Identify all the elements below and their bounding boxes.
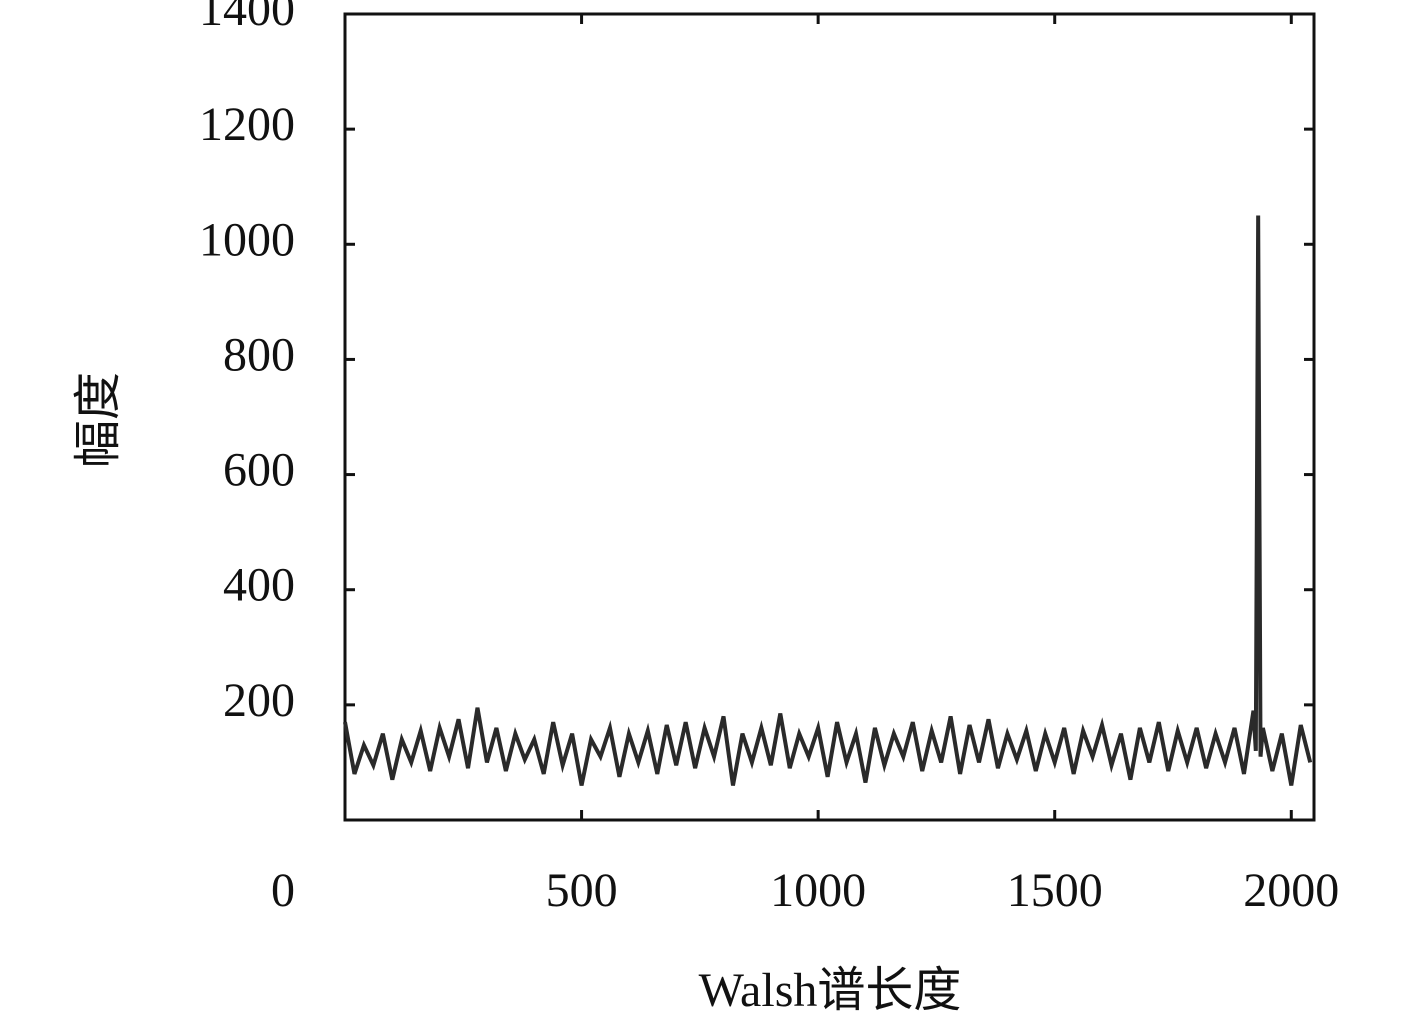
x-tick-label: 500 [546,864,618,917]
plot-frame [343,12,1316,822]
y-tick-label: 800 [223,328,295,381]
y-tick-label: 1000 [199,213,295,266]
y-tick-label: 1400 [199,0,295,36]
x-axis-label: Walsh谱长度 [699,964,962,1017]
x-tick-label: 2000 [1243,864,1339,917]
y-axis-label: 幅度 [72,372,125,468]
y-tick-label: 1200 [199,98,295,151]
x-tick-label: 1000 [770,864,866,917]
y-tick-label: 200 [223,674,295,727]
y-tick-label: 400 [223,559,295,612]
data-line [343,215,1313,786]
x-tick-label: 1500 [1007,864,1103,917]
x-tick-label: 0 [271,864,295,917]
y-tick-label: 600 [223,444,295,497]
